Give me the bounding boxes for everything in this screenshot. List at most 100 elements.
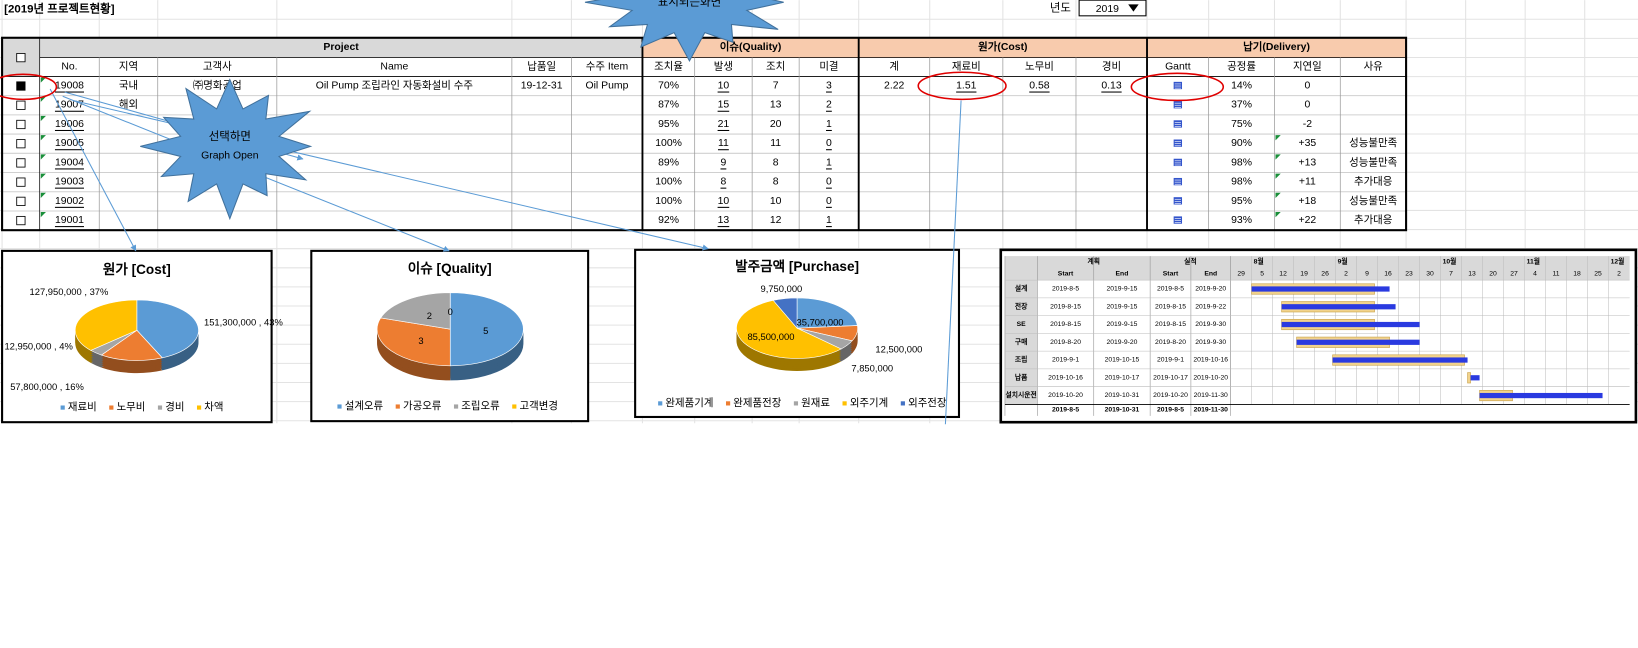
table-cell[interactable]: 3: [826, 81, 832, 92]
gantt-total: 2019-8-5: [1052, 407, 1079, 414]
table-cell: 성능불만족: [1349, 137, 1397, 149]
table-cell[interactable]: 0: [826, 196, 832, 207]
gantt-icon[interactable]: [1173, 120, 1183, 128]
row-checkbox[interactable]: [16, 119, 26, 130]
group-header-cell: [858, 37, 1148, 58]
table-cell: 100%: [655, 177, 682, 188]
data-label: 9,750,000: [761, 283, 803, 294]
table-cell: 20: [770, 119, 782, 130]
table-cell: 93%: [1231, 215, 1252, 226]
table-cell[interactable]: 19001: [55, 215, 84, 226]
gantt-icon[interactable]: [1173, 177, 1183, 186]
gantt-actual-bar: [1470, 375, 1480, 381]
chart-title: 이슈 [Quality]: [408, 260, 492, 276]
checkbox[interactable]: [16, 53, 26, 63]
table-cell[interactable]: 19002: [55, 196, 84, 207]
gantt-icon[interactable]: [1173, 139, 1183, 147]
gantt-actual-bar: [1281, 304, 1396, 310]
dropdown-arrow[interactable]: [1128, 4, 1139, 12]
group-header: 원가(Cost): [978, 40, 1027, 53]
table-cell: 10: [718, 196, 730, 207]
table-cell: 2.22: [884, 81, 905, 92]
cell-comment-marker: [40, 192, 46, 199]
table-cell[interactable]: 1: [826, 119, 832, 130]
table-cell: 9: [721, 157, 727, 168]
pie-slice: [449, 292, 524, 367]
chart-title: 발주금액 [Purchase]: [735, 258, 859, 274]
row-checkbox[interactable]: [16, 196, 26, 206]
gantt-date: 2019-9-30: [1195, 339, 1226, 346]
gantt-day: 4: [1533, 270, 1537, 277]
data-label: 35,700,000: [797, 316, 844, 327]
table-cell[interactable]: 19008: [55, 81, 84, 92]
table-cell[interactable]: 0.58: [1029, 81, 1050, 92]
row-checkbox[interactable]: [16, 100, 26, 110]
year-value[interactable]: 2019: [1096, 4, 1119, 15]
table-cell[interactable]: 19006: [55, 119, 84, 130]
gantt-icon[interactable]: [1173, 158, 1183, 167]
gantt-date: 2019-10-16: [1048, 374, 1083, 381]
legend-label: 외주기계: [850, 397, 888, 409]
legend-label: 재료비: [68, 401, 97, 413]
table-cell[interactable]: 2: [826, 100, 832, 111]
gantt-task: 설계: [1015, 284, 1027, 293]
gantt-date: 2019-10-31: [1105, 392, 1140, 399]
gantt-actual-bar: [1281, 321, 1420, 328]
table-cell[interactable]: 0: [826, 177, 832, 188]
highlight-ellipse: [1130, 72, 1225, 102]
table-cell[interactable]: 19004: [55, 157, 84, 168]
table-cell: 성능불만족: [1349, 195, 1397, 207]
data-label: 3: [418, 335, 423, 346]
table-cell[interactable]: 0.13: [1101, 81, 1122, 92]
gantt-icon[interactable]: [1173, 101, 1183, 109]
table-cell: 7: [773, 81, 779, 92]
gantt-actual-bar: [1296, 339, 1420, 345]
table-cell[interactable]: 19005: [55, 138, 84, 149]
row-checkbox[interactable]: [16, 81, 26, 91]
table-cell: 37%: [1231, 100, 1252, 111]
table-cell: 98%: [1231, 177, 1252, 188]
table-cell[interactable]: 19003: [55, 177, 84, 188]
row-checkbox[interactable]: [16, 139, 26, 149]
year-label: 년도: [1050, 2, 1071, 15]
gantt-month: 8월: [1254, 256, 1264, 265]
table-cell[interactable]: 1: [826, 157, 832, 168]
gantt-date: 2019-8-15: [1155, 321, 1186, 328]
highlight-ellipse: [0, 73, 58, 101]
table-cell: 87%: [658, 100, 679, 111]
row-checkbox[interactable]: [16, 177, 26, 187]
cell-comment-marker: [40, 135, 46, 141]
row-checkbox[interactable]: [16, 158, 26, 168]
gantt-date: 2019-9-1: [1157, 357, 1184, 364]
pie-slice: [380, 292, 451, 330]
gantt-date: 2019-9-15: [1106, 321, 1137, 328]
gantt-subheader: Start: [1058, 270, 1074, 277]
gantt-icon[interactable]: [1173, 81, 1183, 90]
table-cell[interactable]: 19007: [55, 100, 84, 111]
table-cell: 100%: [655, 196, 682, 207]
column-header: 조치: [766, 61, 785, 73]
gantt-total: 2019-10-31: [1105, 407, 1140, 414]
legend-marker: [395, 404, 400, 409]
table-cell[interactable]: 0: [826, 138, 832, 149]
gantt-icon[interactable]: [1173, 197, 1183, 205]
gantt-date: 2019-9-1: [1052, 357, 1079, 364]
pie-slice: [100, 329, 163, 361]
legend-marker: [658, 401, 663, 406]
gantt-date: 2019-9-20: [1106, 339, 1137, 346]
gantt-day: 13: [1468, 270, 1476, 277]
table-cell: 추가대응: [1354, 214, 1393, 226]
legend-label: 고객변경: [520, 399, 558, 412]
row-checkbox[interactable]: [16, 215, 26, 226]
pointer-line: [944, 100, 962, 425]
table-cell[interactable]: 1.51: [956, 81, 977, 92]
year-dropdown[interactable]: [1078, 0, 1147, 17]
table-cell[interactable]: 1: [826, 215, 832, 226]
column-header: 사유: [1364, 61, 1384, 73]
gantt-icon[interactable]: [1173, 216, 1183, 224]
gantt-date: 2019-11-30: [1194, 392, 1228, 399]
group-header-cell: [39, 37, 643, 58]
table-cell: +13: [1299, 157, 1317, 168]
gantt-day: 27: [1510, 270, 1518, 277]
